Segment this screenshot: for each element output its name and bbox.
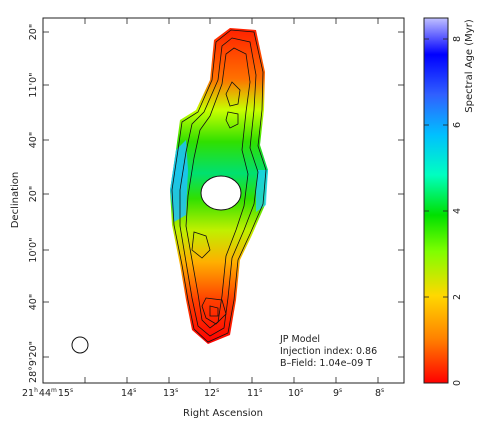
colorbar-tick: 0: [452, 380, 463, 386]
colorbar-tick: 2: [452, 294, 463, 300]
y-tick-label: 10'0": [28, 237, 39, 262]
beam-ellipse: [71, 336, 89, 354]
x-tick-label: 10s: [288, 387, 303, 399]
model-name: JP Model: [279, 334, 320, 345]
x-tick-label: 21h44m15s: [22, 387, 73, 399]
model-annotation: JP Model Injection index: 0.86 B–Field: …: [279, 334, 377, 369]
y-tick-labels: 20" 11'0" 40" 20" 10'0" 40" 28°9'20": [28, 24, 39, 383]
y-tick-label: 20": [28, 24, 39, 40]
colorbar-tick: 6: [452, 122, 463, 128]
colorbar-tick: 4: [452, 208, 463, 214]
plot-ticks: [43, 18, 404, 383]
x-tick-label: 8s: [375, 387, 384, 399]
y-axis-label: Declination: [10, 172, 21, 229]
y-tick-label: 40": [28, 294, 39, 310]
x-tick-label: 13s: [163, 387, 178, 399]
injection-index: Injection index: 0.86: [280, 346, 377, 357]
x-tick-label: 9s: [333, 387, 342, 399]
y-tick-label: 20": [28, 186, 39, 202]
x-tick-label: 11s: [247, 387, 262, 399]
x-axis-label: Right Ascension: [183, 408, 263, 419]
y-tick-label: 40": [28, 132, 39, 148]
colorbar-label: Spectral Age (Myr): [464, 19, 475, 113]
b-field: B–Field: 1.04e–09 T: [280, 358, 372, 369]
flux-contours: [171, 29, 267, 343]
colorbar: 0 2 4 6 8 Spectral Age (Myr): [423, 17, 475, 386]
x-tick-label: 14s: [121, 387, 136, 399]
x-tick-label: 12s: [204, 387, 219, 399]
y-tick-label: 11'0": [28, 72, 39, 97]
y-tick-label: 28°9'20": [28, 341, 39, 383]
colorbar-gradient: [423, 17, 449, 384]
core-mask: [200, 175, 242, 211]
colorbar-tick: 8: [452, 36, 463, 42]
x-tick-labels: 21h44m15s 14s 13s 12s 11s 10s 9s 8s: [22, 387, 384, 399]
source-map: [170, 28, 268, 344]
